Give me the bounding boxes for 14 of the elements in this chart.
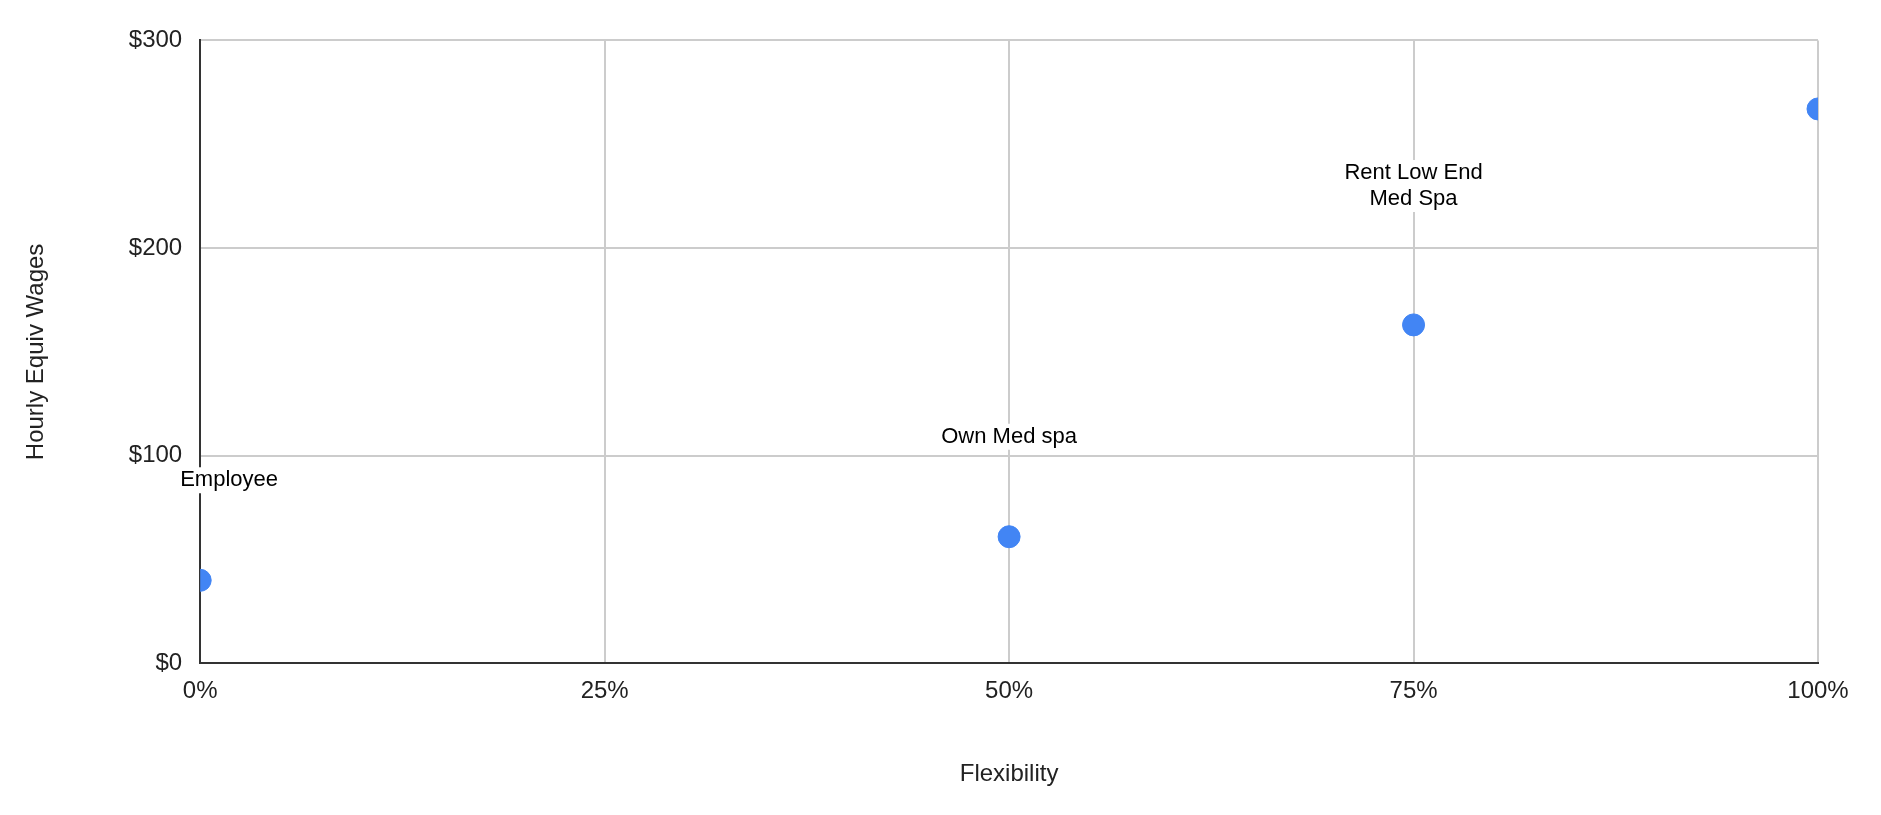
x-tick-label: 75% <box>1389 676 1438 704</box>
y-tick-label: $100 <box>128 440 183 468</box>
x-tick-label: 50% <box>985 676 1034 704</box>
annotation: Employee <box>180 466 279 492</box>
y-axis-title: Hourly Equiv Wages <box>21 243 49 461</box>
annotation: Own Med spa <box>941 422 1078 448</box>
x-tick-label: 0% <box>182 676 218 704</box>
x-tick-label: 100% <box>1787 676 1849 704</box>
y-tick-label: $200 <box>128 232 183 260</box>
x-tick-label: 25% <box>580 676 629 704</box>
y-tick-label: $0 <box>155 648 183 676</box>
annotation: Rent Low End Med Spa <box>1344 158 1483 210</box>
x-axis-title: Flexibility <box>959 759 1059 787</box>
y-tick-label: $300 <box>128 25 183 53</box>
